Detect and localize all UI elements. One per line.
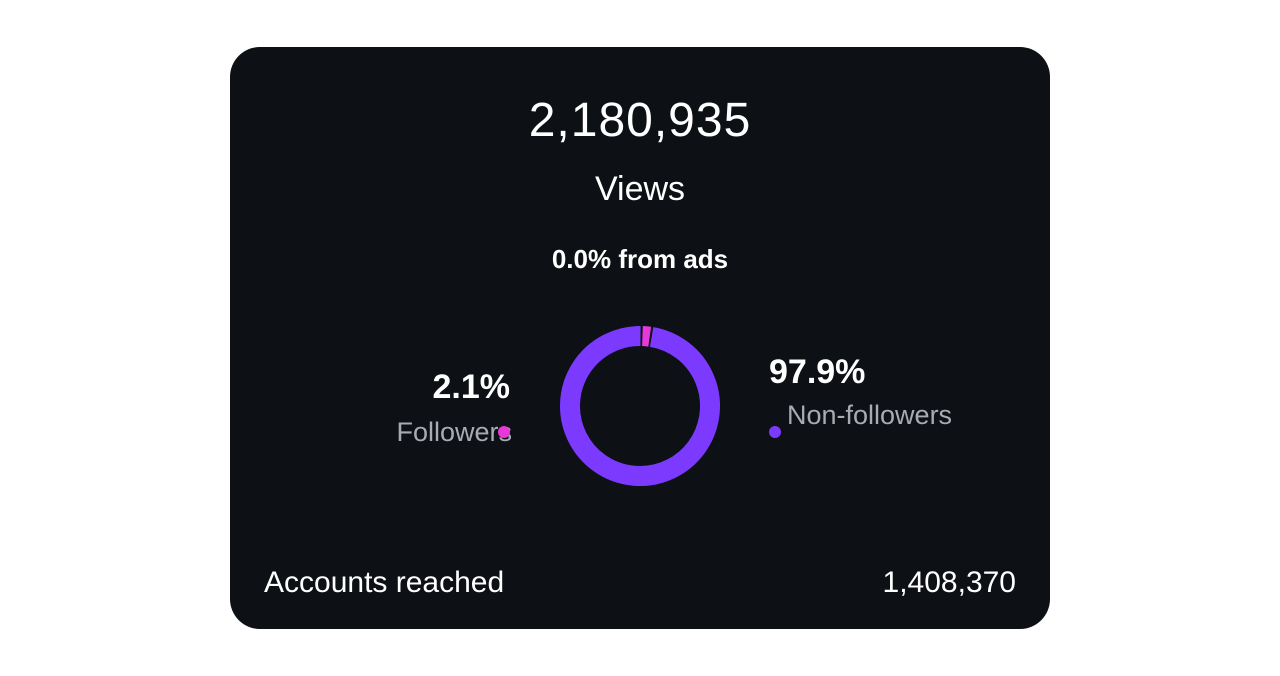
accounts-reached-label: Accounts reached [264, 566, 505, 599]
views-label: Views [594, 170, 686, 208]
non-followers-percent: 97.9% [769, 353, 866, 391]
followers-percent-block: 2.1% [340, 367, 520, 407]
ads-percentage-text: 0.0% from ads [551, 244, 729, 274]
accounts-reached-value: 1,408,370 [882, 566, 1016, 599]
followers-legend-label: Followers [396, 417, 512, 447]
followers-legend-dot-icon [498, 426, 510, 438]
non-followers-legend-label: Non-followers [787, 400, 953, 430]
donut-slice-followers [641, 326, 652, 347]
non-followers-legend-dot-icon [769, 426, 781, 438]
audience-donut-chart [560, 326, 720, 486]
views-count: 2,180,935 [528, 94, 752, 147]
followers-percent: 2.1% [432, 368, 511, 406]
donut-slice-non-followers [560, 326, 720, 486]
views-insights-card: 2,180,935 Views 0.0% from ads 2.1% Follo… [230, 47, 1050, 629]
